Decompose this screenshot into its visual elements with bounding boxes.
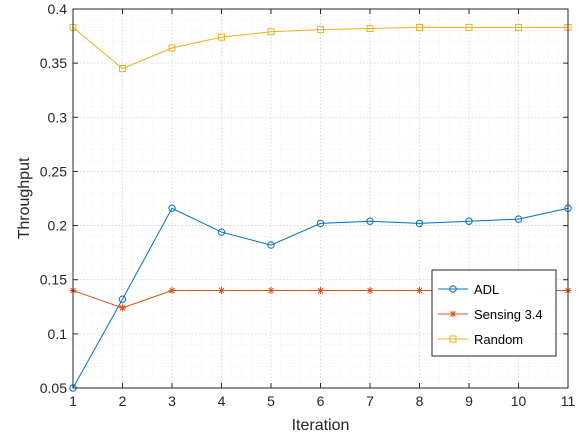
data-point-adl	[217, 228, 226, 236]
data-point-random	[168, 44, 176, 52]
data-point-random	[119, 65, 126, 73]
data-point-random	[366, 24, 374, 32]
data-point-random	[317, 26, 324, 34]
legend-item-sensing-3-4: Sensing 3.4	[438, 307, 543, 322]
x-tick-label: 6	[317, 393, 325, 409]
x-tick-label: 10	[511, 393, 527, 409]
data-point-sensing-3-4	[267, 287, 275, 295]
data-point-adl	[267, 241, 275, 249]
series-line-random	[72, 26, 568, 70]
data-point-random	[465, 23, 473, 31]
x-tick-label: 11	[561, 393, 576, 409]
data-point-adl	[118, 295, 127, 303]
data-point-sensing-3-4	[366, 287, 374, 295]
tick-labels: 1 2 3 4 5 6 7 8 9 10 11 0.05 0.1 0.15 0.2 0.25 0.3 0.35 0.…	[40, 1, 576, 409]
x-tick-label: 7	[366, 393, 374, 409]
legend-item-adl: ADL	[438, 282, 499, 297]
data-point-random	[267, 28, 275, 36]
data-point-adl	[465, 217, 473, 225]
data-point-sensing-3-4	[168, 287, 176, 295]
y-tick-label: 0.05	[40, 380, 67, 396]
data-point-sensing-3-4	[119, 304, 126, 312]
x-tick-label: 4	[218, 393, 226, 409]
y-tick-label: 0.25	[40, 163, 67, 179]
legend-label-adl: ADL	[474, 282, 499, 297]
x-tick-label: 9	[465, 393, 473, 409]
x-tick-label: 1	[69, 393, 77, 409]
data-point-adl	[168, 204, 176, 212]
legend-label-random: Random	[474, 332, 523, 347]
data-point-adl	[514, 215, 523, 223]
y-axis-label: Throughput	[16, 157, 33, 239]
data-point-adl	[366, 217, 374, 225]
legend-item-random: Random	[438, 332, 523, 347]
data-point-adl	[415, 219, 424, 228]
data-point-adl	[316, 219, 325, 228]
x-axis-label: Iteration	[292, 417, 350, 434]
data-point-sensing-3-4	[317, 287, 324, 295]
x-tick-label: 5	[267, 393, 275, 409]
y-tick-label: 0.4	[48, 1, 68, 17]
x-tick-label: 2	[119, 393, 127, 409]
legend-marker-random	[449, 335, 457, 343]
legend-marker-adl	[449, 285, 457, 293]
data-point-random	[515, 23, 522, 31]
major-grid	[73, 9, 568, 388]
y-tick-label: 0.3	[48, 109, 68, 125]
y-tick-label: 0.1	[48, 326, 68, 342]
x-tick-label: 3	[168, 393, 176, 409]
axis-ticks	[72, 8, 569, 389]
x-tick-label: 8	[416, 393, 424, 409]
data-point-random	[416, 23, 423, 31]
data-point-random	[218, 33, 225, 41]
legend: ADL Sensing 3.4 Random	[431, 269, 557, 357]
data-point-sensing-3-4	[416, 287, 423, 295]
y-tick-label: 0.2	[48, 218, 68, 234]
series-line-adl	[72, 207, 569, 389]
legend-marker-sensing-3-4	[449, 310, 457, 318]
data-point-sensing-3-4	[218, 287, 225, 295]
y-tick-label: 0.35	[40, 55, 67, 71]
legend-label-sensing-3-4: Sensing 3.4	[474, 307, 543, 322]
y-tick-label: 0.15	[40, 272, 67, 288]
